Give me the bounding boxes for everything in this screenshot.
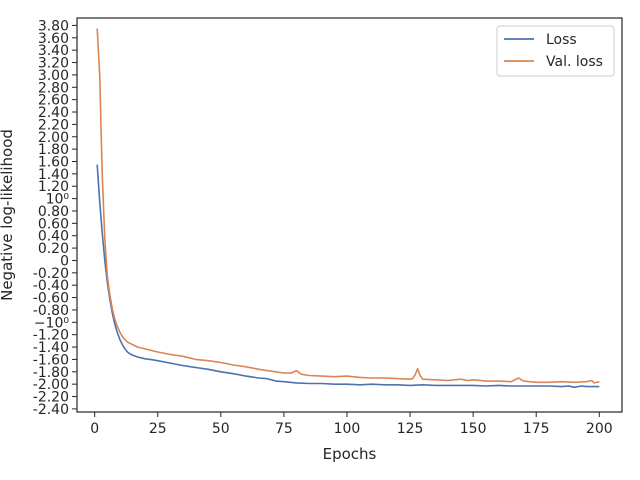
y-tick-label-10: 1.80 (38, 142, 69, 158)
series-line-loss (96, 164, 600, 389)
x-axis-title: Epochs (323, 445, 377, 463)
y-tick-label-25: -1.20 (33, 328, 69, 344)
x-tick-label-0: 0 (90, 421, 99, 437)
y-tick-label-5: 2.80 (38, 80, 69, 96)
y-tick-label-12: 1.40 (38, 167, 69, 183)
y-axis-ticks: 3.803.603.403.203.002.802.602.402.202.00… (33, 18, 77, 418)
y-tick-label-29: -2.00 (33, 377, 69, 393)
y-tick-label-30: -2.20 (33, 390, 69, 406)
plot-frame (76, 17, 623, 413)
x-tick-label-3: 75 (275, 421, 293, 437)
y-tick-label-11: 1.60 (38, 154, 69, 170)
y-tick-label-31: -2.40 (33, 402, 69, 418)
y-tick-label-14: 10⁰ (46, 192, 70, 208)
y-tick-label-1: 3.60 (38, 31, 69, 47)
y-tick-label-26: -1.40 (33, 340, 69, 356)
y-tick-label-7: 2.40 (38, 105, 69, 121)
x-tick-label-8: 200 (586, 421, 613, 437)
y-tick-label-16: 0.60 (38, 216, 69, 232)
y-tick-label-2: 3.40 (38, 43, 69, 59)
y-tick-label-20: -0.20 (33, 266, 69, 282)
y-tick-label-3: 3.20 (38, 56, 69, 72)
legend-label-loss: Loss (546, 32, 577, 48)
y-tick-label-28: -1.80 (33, 365, 69, 381)
y-tick-label-0: 3.80 (38, 18, 69, 34)
legend-label-val-loss: Val. loss (546, 54, 603, 70)
y-tick-label-27: -1.60 (33, 352, 69, 368)
y-tick-label-13: 1.20 (38, 179, 69, 195)
y-tick-label-6: 2.60 (38, 93, 69, 109)
y-tick-label-24: −10⁰ (34, 315, 70, 331)
series-line-val-loss (96, 28, 600, 384)
x-tick-label-6: 150 (460, 421, 487, 437)
y-tick-label-19: 0 (60, 253, 69, 269)
x-tick-label-5: 125 (397, 421, 424, 437)
x-tick-label-1: 25 (149, 421, 167, 437)
y-tick-label-21: -0.40 (33, 278, 69, 294)
plot-area (96, 28, 600, 389)
y-axis-title: Negative log-likelihood (0, 129, 16, 301)
y-tick-label-17: 0.40 (38, 229, 69, 245)
x-tick-label-4: 100 (334, 421, 361, 437)
legend: Loss Val. loss (496, 25, 615, 77)
y-tick-label-8: 2.20 (38, 117, 69, 133)
y-tick-label-22: -0.60 (33, 291, 69, 307)
y-tick-label-9: 2.00 (38, 130, 69, 146)
y-tick-label-4: 3.00 (38, 68, 69, 84)
y-tick-label-15: 0.80 (38, 204, 69, 220)
x-tick-label-7: 175 (523, 421, 550, 437)
y-tick-label-18: 0.20 (38, 241, 69, 257)
x-axis-ticks: 0 25 50 75 100 125 150 175 200 (90, 412, 613, 437)
y-tick-label-23: -0.80 (33, 303, 69, 319)
x-tick-label-2: 50 (212, 421, 230, 437)
